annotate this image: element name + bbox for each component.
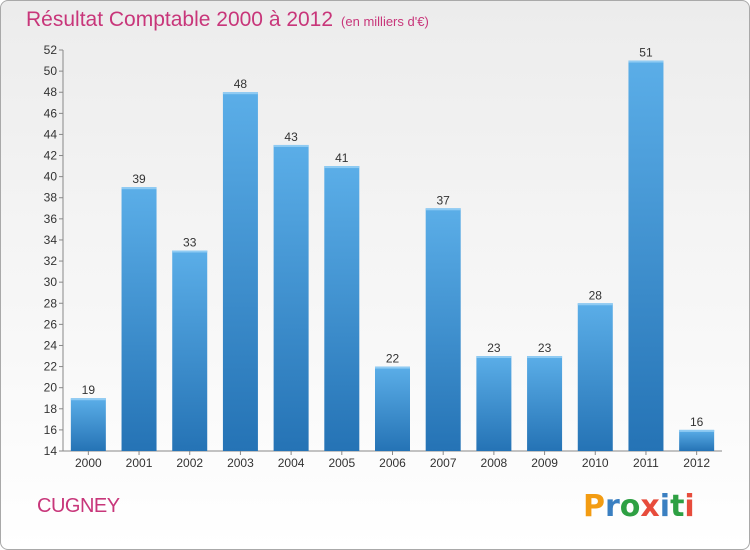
x-tick-label-2007: 2007	[430, 456, 457, 470]
logo-letter: x	[640, 489, 660, 524]
bar-2003	[222, 92, 258, 452]
bar-2007	[425, 208, 461, 451]
y-tick-label: 34	[44, 233, 58, 247]
data-label-2001: 39	[132, 172, 146, 186]
bar-2000	[70, 398, 106, 451]
data-label-2007: 37	[437, 193, 451, 207]
y-tick-label: 16	[44, 423, 58, 437]
y-tick-label: 52	[44, 43, 58, 57]
bar-2002	[172, 250, 208, 451]
data-label-2003: 48	[234, 77, 248, 91]
data-label-2012: 16	[690, 415, 704, 429]
bar-2005	[324, 166, 360, 451]
bar-2011	[628, 60, 664, 451]
bar-highlight	[628, 60, 664, 63]
y-tick-label: 40	[44, 170, 58, 184]
bar-highlight	[222, 92, 258, 95]
y-tick-label: 30	[44, 275, 58, 289]
y-tick-label: 18	[44, 402, 58, 416]
data-label-2004: 43	[284, 130, 298, 144]
data-label-2005: 41	[335, 151, 349, 165]
y-tick-label: 14	[44, 444, 58, 458]
data-label-2008: 23	[487, 341, 501, 355]
x-tick-label-2004: 2004	[278, 456, 305, 470]
chart-subtitle: (en milliers d'€)	[341, 14, 429, 29]
proxiti-logo[interactable]: Proxiti	[583, 489, 695, 524]
y-tick-label: 20	[44, 381, 58, 395]
bar-highlight	[577, 303, 613, 306]
bar-2012	[679, 429, 715, 451]
logo-letter: i	[684, 489, 695, 524]
town-name: CUGNEY	[37, 495, 120, 517]
x-tick-label-2012: 2012	[683, 456, 710, 470]
chart-labels: 19 2000 39 2001 33 2002 48 2003 43 2004 41 2005 22 20…	[75, 46, 710, 470]
data-label-2002: 33	[183, 236, 197, 250]
x-tick-label-2009: 2009	[531, 456, 558, 470]
y-tick-label: 22	[44, 360, 58, 374]
bar-highlight	[375, 366, 410, 369]
bar-highlight	[679, 429, 715, 432]
x-tick-label-2002: 2002	[176, 456, 203, 470]
bar-2008	[476, 356, 512, 451]
x-tick-label-2001: 2001	[126, 456, 153, 470]
bar-highlight	[527, 356, 563, 359]
x-tick-label-2006: 2006	[379, 456, 406, 470]
chart-title-text: Résultat Comptable 2000 à 2012	[26, 8, 334, 31]
y-tick-label: 38	[44, 191, 58, 205]
bar-2004	[273, 144, 309, 451]
y-tick-label: 42	[44, 149, 58, 163]
x-tick-label-2000: 2000	[75, 456, 102, 470]
bar-highlight	[172, 250, 208, 253]
x-tick-label-2010: 2010	[582, 456, 609, 470]
y-tick-label: 28	[44, 296, 58, 310]
data-label-2006: 22	[386, 352, 400, 366]
bar-highlight	[121, 187, 157, 190]
x-tick-label-2003: 2003	[227, 456, 254, 470]
x-tick-label-2011: 2011	[633, 456, 659, 470]
logo-letter: o	[619, 489, 641, 524]
logo-letter: t	[670, 489, 685, 524]
data-label-2000: 19	[82, 383, 96, 397]
data-label-2010: 28	[589, 288, 603, 302]
y-tick-label: 48	[44, 85, 58, 99]
logo-letter: r	[605, 489, 620, 524]
bar-2006	[375, 366, 410, 451]
chart-title: Résultat Comptable 2000 à 2012 (en millie…	[26, 8, 429, 32]
y-tick-label: 24	[44, 338, 58, 352]
logo-letter: P	[583, 489, 605, 524]
bar-highlight	[273, 144, 309, 147]
y-tick-label: 50	[44, 64, 58, 78]
x-tick-label-2008: 2008	[481, 456, 508, 470]
chart-bars	[70, 60, 715, 452]
x-tick-label-2005: 2005	[328, 456, 355, 470]
data-label-2009: 23	[538, 341, 552, 355]
bar-2010	[577, 303, 613, 451]
logo-letter: i	[659, 489, 671, 524]
y-tick-label: 46	[44, 106, 58, 120]
y-tick-label: 44	[44, 127, 58, 141]
bar-highlight	[476, 356, 512, 359]
y-tick-label: 26	[44, 317, 58, 331]
data-label-2011: 51	[639, 46, 653, 60]
y-tick-label: 32	[44, 254, 58, 268]
y-tick-label: 36	[44, 212, 58, 226]
bar-highlight	[70, 398, 106, 401]
bar-highlight	[324, 166, 360, 169]
bar-highlight	[425, 208, 461, 211]
bar-2001	[121, 187, 157, 451]
bar-2009	[527, 356, 563, 451]
